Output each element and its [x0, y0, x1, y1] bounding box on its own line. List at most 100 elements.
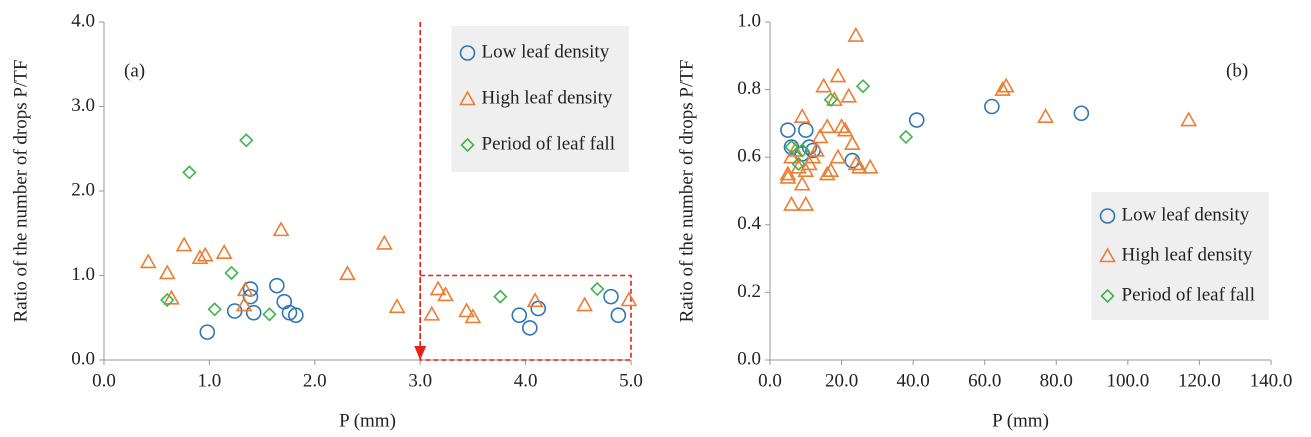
legend-label: High leaf density: [482, 87, 613, 108]
point: [158, 264, 176, 280]
x-tick-label: 5.0: [619, 370, 643, 391]
y-tick-label: 4.0: [71, 10, 95, 31]
point: [795, 143, 810, 158]
point: [522, 320, 538, 336]
point: [437, 286, 454, 302]
point: [840, 87, 858, 103]
legend-label: Period of leaf fall: [482, 133, 615, 154]
point: [851, 158, 868, 174]
y-tick-label: 3.0: [71, 95, 95, 116]
series: [160, 133, 605, 322]
x-tick-label: 40.0: [897, 370, 930, 391]
point: [786, 141, 804, 157]
y-tick-label: 0.6: [737, 146, 761, 167]
legend-label: High leaf density: [1122, 244, 1253, 265]
point: [1180, 111, 1198, 127]
point: [199, 324, 216, 340]
point: [196, 246, 214, 262]
point: [797, 122, 814, 138]
point: [276, 293, 293, 310]
legend-label: Period of leaf fall: [1122, 284, 1255, 305]
x-tick-label: 140.0: [1250, 370, 1293, 391]
legend-background: [1091, 192, 1269, 320]
point: [829, 148, 847, 164]
point: [239, 133, 254, 148]
highlight-box: [419, 274, 632, 361]
point: [493, 289, 508, 304]
point: [590, 281, 605, 297]
y-tick-label: 0.8: [737, 78, 761, 99]
point: [994, 80, 1011, 96]
y-tick-label: 0.0: [71, 348, 95, 369]
series: [784, 79, 914, 172]
x-tick-label: 120.0: [1178, 370, 1221, 391]
point: [793, 108, 811, 123]
point: [388, 298, 406, 314]
x-tick-label: 80.0: [1040, 370, 1073, 391]
series: [779, 26, 1198, 211]
x-tick-label: 100.0: [1106, 370, 1149, 391]
point: [801, 139, 818, 155]
y-tick-label: 0.4: [737, 213, 761, 234]
legend-marker: [1100, 288, 1115, 304]
x-tick-label: 4.0: [514, 370, 538, 391]
point: [530, 300, 547, 317]
y-tick-label: 2.0: [71, 179, 95, 200]
x-axis-title: P (mm): [992, 410, 1049, 431]
point: [997, 77, 1015, 93]
point: [784, 139, 799, 155]
point: [797, 195, 815, 211]
y-tick-label: 0.2: [737, 281, 761, 302]
point: [458, 302, 475, 318]
point: [182, 165, 197, 180]
highlight-arrowhead: [414, 346, 427, 360]
point: [811, 128, 829, 144]
point: [429, 280, 447, 296]
point: [843, 135, 861, 150]
y-axis-title: Ratio of the number of drops P/TF: [676, 60, 697, 323]
point: [808, 141, 825, 157]
point: [847, 155, 865, 171]
point: [793, 175, 811, 191]
panel-label: (b): [1226, 60, 1248, 81]
series: [139, 221, 638, 324]
point: [236, 281, 254, 297]
legend-marker: [1099, 247, 1116, 263]
point: [423, 305, 441, 321]
point: [1073, 105, 1090, 122]
legend-label: Low leaf density: [1122, 204, 1250, 225]
point: [262, 307, 277, 322]
legend-background: [451, 26, 629, 172]
point: [269, 277, 285, 294]
x-tick-label: 0.0: [758, 370, 782, 391]
series: [780, 98, 1090, 169]
legend-marker: [1099, 208, 1116, 224]
panel-label: (a): [124, 60, 145, 81]
y-axis-title: Ratio of the number of drops P/TF: [10, 60, 31, 323]
point: [610, 307, 627, 324]
point: [163, 289, 180, 305]
y-tick-label: 0.0: [737, 348, 761, 369]
x-tick-label: 0.0: [92, 370, 116, 391]
point: [898, 129, 914, 145]
point: [620, 291, 638, 307]
point: [235, 296, 253, 312]
point: [826, 91, 843, 107]
point: [823, 92, 838, 107]
point: [791, 156, 806, 172]
point: [375, 234, 393, 250]
point: [224, 265, 239, 281]
legend-marker: [460, 137, 475, 153]
point: [779, 168, 797, 184]
point: [818, 165, 836, 181]
x-tick-label: 20.0: [825, 370, 858, 391]
point: [984, 98, 1000, 115]
point: [829, 67, 847, 83]
x-tick-label: 1.0: [198, 370, 222, 391]
point: [511, 307, 528, 324]
point: [526, 292, 544, 308]
legend-label: Low leaf density: [482, 41, 610, 62]
point: [272, 221, 290, 237]
point: [815, 77, 833, 93]
